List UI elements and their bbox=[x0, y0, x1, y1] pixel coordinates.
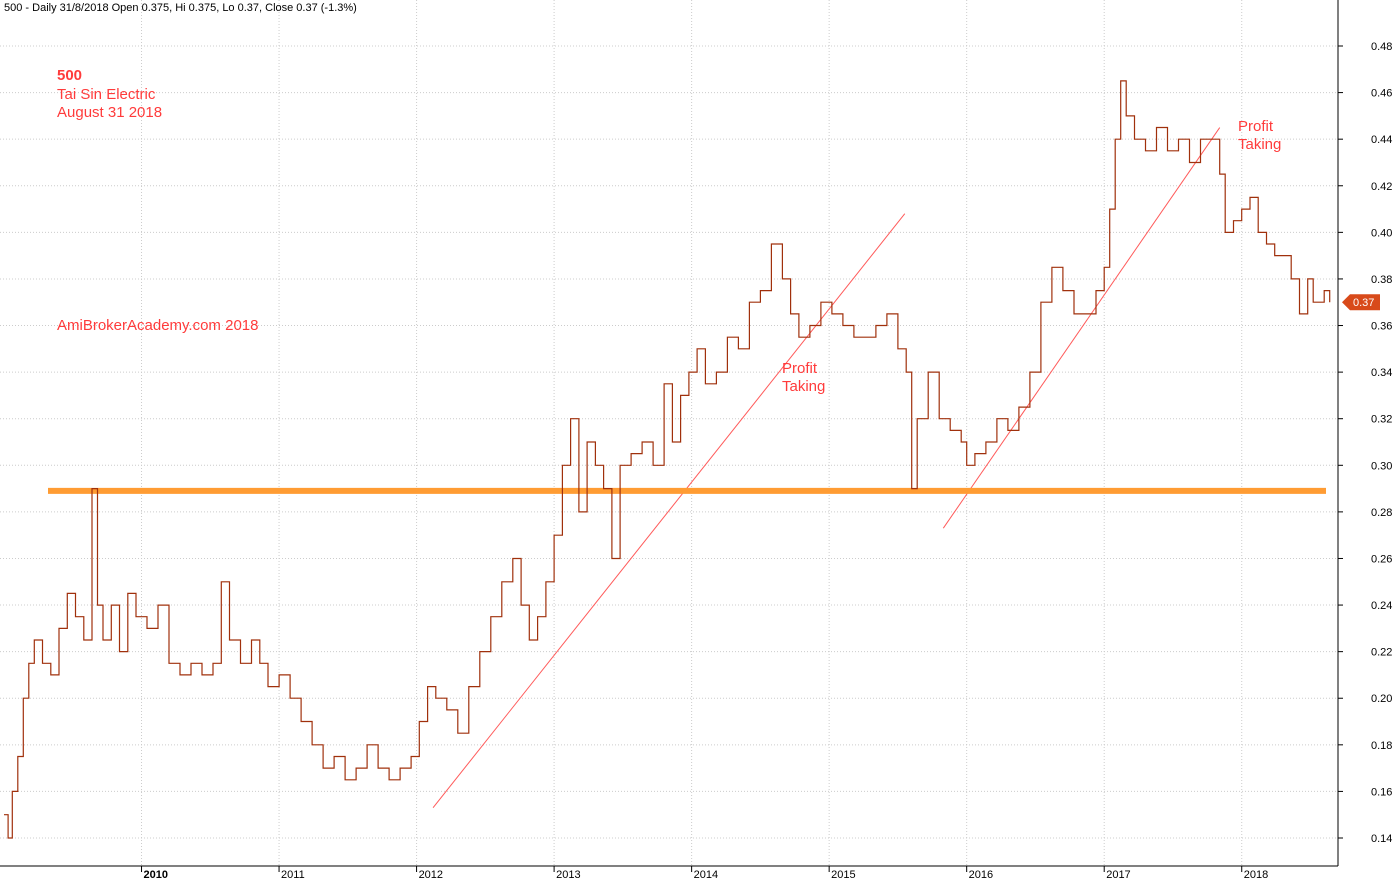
watermark-label: AmiBrokerAcademy.com 2018 bbox=[57, 317, 258, 334]
label-layer: 500 - Daily 31/8/2018 Open 0.375, Hi 0.3… bbox=[4, 2, 1380, 395]
y-tick-label: 0.34 bbox=[1371, 367, 1392, 379]
chart-header: 500 - Daily 31/8/2018 Open 0.375, Hi 0.3… bbox=[4, 2, 357, 14]
stock-code-label: 500 bbox=[57, 67, 82, 84]
y-tick-label: 0.22 bbox=[1371, 647, 1392, 659]
x-tick-label: 2018 bbox=[1244, 869, 1268, 881]
y-tick-label: 0.20 bbox=[1371, 693, 1392, 705]
x-tick-label: 2016 bbox=[969, 869, 993, 881]
x-tick-label: 2015 bbox=[831, 869, 855, 881]
y-tick-label: 0.18 bbox=[1371, 740, 1392, 752]
y-tick-label: 0.36 bbox=[1371, 321, 1392, 333]
y-tick-label: 0.38 bbox=[1371, 274, 1392, 286]
x-tick-label: 2017 bbox=[1106, 869, 1130, 881]
stock-name-label: Tai Sin Electric bbox=[57, 86, 156, 103]
y-tick-label: 0.14 bbox=[1371, 833, 1392, 845]
y-tick-label: 0.40 bbox=[1371, 227, 1392, 239]
y-tick-label: 0.32 bbox=[1371, 414, 1392, 426]
profit-taking-2-line-1: Profit bbox=[1238, 118, 1274, 135]
profit-taking-2-line-2: Taking bbox=[1238, 136, 1281, 153]
y-tick-label: 0.44 bbox=[1371, 134, 1392, 146]
y-tick-label: 0.24 bbox=[1371, 600, 1392, 612]
x-tick-label: 2012 bbox=[419, 869, 443, 881]
profit-taking-1-line-1: Profit bbox=[782, 360, 818, 377]
y-tick-label: 0.16 bbox=[1371, 786, 1392, 798]
y-tick-label: 0.46 bbox=[1371, 88, 1392, 100]
trend-line-1 bbox=[432, 213, 906, 809]
last-price-badge-shape bbox=[1342, 294, 1380, 311]
trend-line-2 bbox=[942, 127, 1221, 529]
y-tick-label: 0.26 bbox=[1371, 553, 1392, 565]
y-tick-label: 0.28 bbox=[1371, 507, 1392, 519]
last-price-badge: 0.37 bbox=[1342, 294, 1380, 311]
y-tick-label: 0.30 bbox=[1371, 460, 1392, 472]
grid-layer bbox=[0, 0, 1338, 866]
stock-date-label: August 31 2018 bbox=[57, 104, 162, 121]
y-tick-label: 0.48 bbox=[1371, 41, 1392, 53]
series-layer bbox=[4, 80, 1331, 839]
price-series-line bbox=[4, 80, 1331, 839]
x-tick-label: 2010 bbox=[144, 869, 168, 881]
x-tick-label: 2014 bbox=[694, 869, 718, 881]
last-price-label: 0.37 bbox=[1353, 297, 1374, 309]
x-tick-label: 2011 bbox=[281, 869, 305, 881]
profit-taking-1-line-2: Taking bbox=[782, 378, 825, 395]
y-tick-label: 0.42 bbox=[1371, 181, 1392, 193]
x-tick-label: 2013 bbox=[556, 869, 580, 881]
trendline-layer bbox=[432, 127, 1221, 809]
